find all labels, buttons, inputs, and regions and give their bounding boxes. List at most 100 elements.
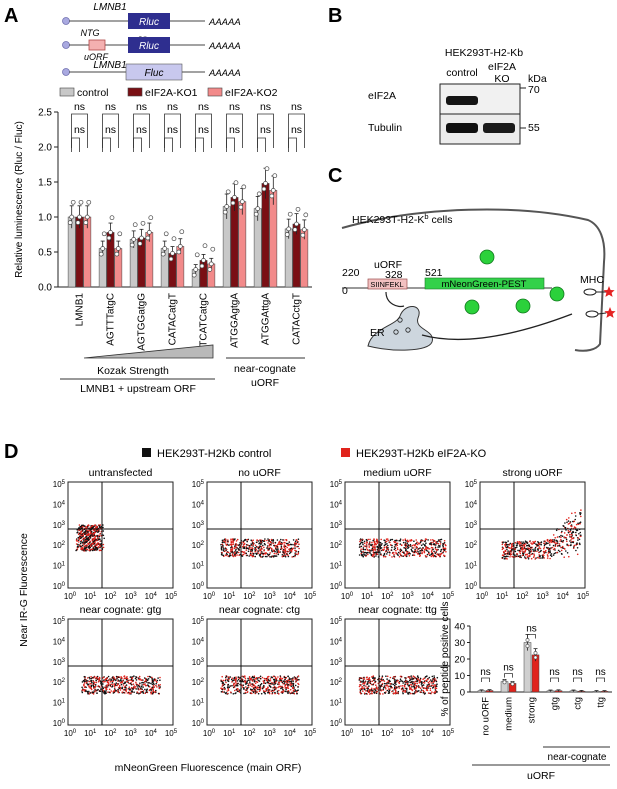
flow-event: [281, 686, 283, 689]
flow-event: [228, 677, 230, 680]
flow-event: [86, 527, 88, 529]
flow-event: [416, 675, 419, 678]
flow-event: [397, 551, 400, 554]
flow-event: [234, 553, 236, 556]
flow-event: [442, 542, 444, 545]
flow-event: [534, 549, 536, 551]
flow-event: [368, 685, 370, 687]
flow-event: [224, 540, 226, 543]
y-tick-label: 1.5: [38, 178, 52, 189]
flow-event: [83, 686, 86, 688]
flow-event: [145, 684, 148, 687]
flow-event: [359, 688, 362, 690]
flow-event: [237, 551, 240, 554]
tick-exponent: 5: [313, 729, 317, 735]
flow-event: [264, 690, 266, 693]
flow-event: [534, 546, 537, 549]
tick-base: 10: [284, 729, 293, 738]
flow-event: [126, 692, 129, 694]
flow-event: [257, 692, 260, 695]
flow-event: [259, 685, 261, 687]
flow-event: [263, 549, 265, 552]
flow-event: [291, 692, 294, 694]
flow-event: [84, 538, 86, 541]
flow-event: [502, 547, 504, 549]
flow-event: [109, 678, 111, 680]
replicate-point: [168, 256, 174, 262]
flow-event: [106, 680, 109, 683]
flow-plot-title: no uORF: [238, 467, 281, 479]
flow-event: [292, 680, 294, 683]
flow-event: [263, 677, 266, 680]
replicate-point: [301, 227, 307, 232]
flow-event: [550, 538, 552, 541]
flow-event: [425, 542, 427, 544]
flow-event: [126, 677, 128, 679]
flow-event: [76, 539, 78, 542]
replicate-point: [253, 211, 259, 217]
flow-event: [281, 692, 284, 694]
flow-event: [126, 676, 128, 678]
flow-event: [408, 691, 411, 694]
flow-event: [434, 689, 437, 691]
uorf-label: uORF: [84, 52, 109, 62]
flow-event: [222, 544, 224, 547]
flow-x-tick: 104: [422, 592, 435, 601]
flow-event: [156, 681, 158, 683]
flow-event: [408, 684, 411, 687]
flow-event: [233, 677, 235, 680]
flow-event: [96, 677, 99, 679]
flow-event: [235, 680, 237, 683]
flow-event: [83, 688, 86, 691]
flow-event: [409, 676, 411, 678]
flow-plot-title: near cognate: ttg: [358, 604, 437, 616]
flow-event: [272, 542, 275, 545]
flow-event: [517, 542, 520, 544]
flow-event: [399, 538, 402, 540]
ns-bracket: [164, 113, 181, 148]
flow-event: [393, 548, 396, 551]
flow-event: [504, 555, 506, 558]
flow-event: [249, 545, 251, 547]
x-tick-label: TCATCatgC: [199, 293, 210, 347]
y-tick-label: 2.5: [38, 108, 52, 119]
flow-event: [536, 550, 538, 553]
tick-base: 10: [243, 729, 252, 738]
flow-y-tick: 104: [330, 500, 343, 509]
flow-event: [135, 688, 137, 690]
flow-event: [435, 551, 438, 553]
flow-event: [274, 555, 277, 557]
flow-event: [279, 679, 282, 681]
flow-y-tick: 103: [53, 658, 66, 667]
flow-event: [415, 677, 418, 680]
flow-event: [435, 680, 438, 683]
flow-event: [505, 546, 508, 549]
flow-event: [427, 547, 429, 550]
flow-event: [390, 683, 393, 685]
flow-event: [409, 688, 411, 690]
flow-event: [384, 692, 387, 694]
flow-event: [117, 688, 119, 691]
flow-event: [278, 685, 281, 688]
flow-event: [419, 549, 422, 552]
flow-y-tick: 105: [53, 617, 66, 626]
flow-event: [138, 684, 141, 686]
flow-event: [406, 681, 408, 683]
flow-event: [248, 555, 250, 557]
flow-event: [99, 686, 101, 688]
flow-event: [245, 546, 247, 548]
flow-event: [530, 550, 533, 552]
flow-event: [289, 551, 292, 554]
flow-event: [254, 689, 257, 691]
flow-event: [419, 687, 422, 689]
tick-exponent: 4: [474, 500, 478, 506]
flow-event: [522, 551, 525, 554]
rluc-label-2: Rluc: [139, 41, 159, 52]
ns-bracket: [504, 673, 513, 678]
ns-bracket: [596, 677, 605, 682]
flow-event: [271, 692, 274, 694]
flow-event: [86, 548, 89, 551]
flow-event: [390, 549, 393, 551]
ns-label: ns: [480, 667, 491, 678]
flow-event: [362, 555, 365, 558]
